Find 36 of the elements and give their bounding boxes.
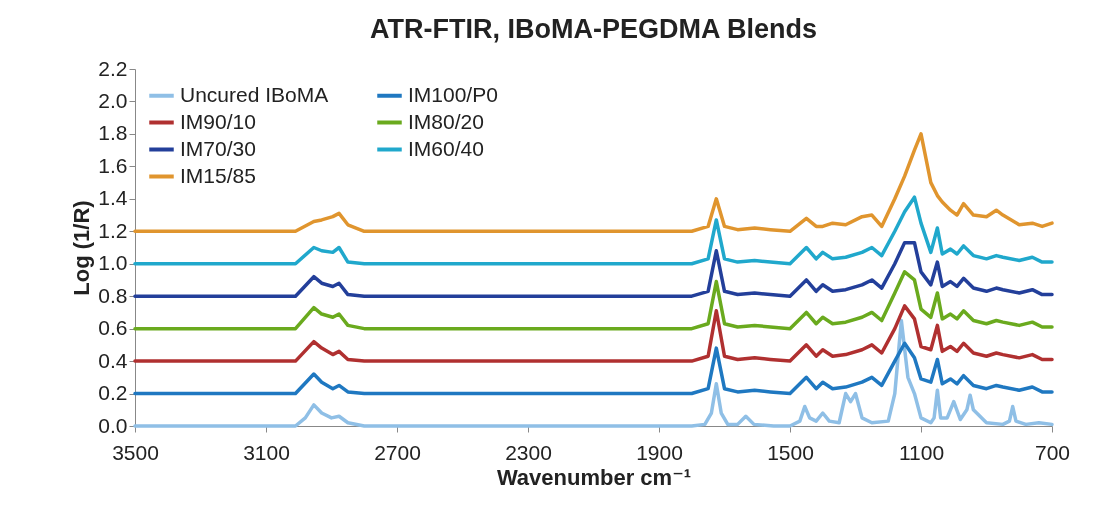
y-axis-title: Log (1/R) (69, 200, 95, 296)
line-series (133, 341, 1054, 396)
legend-label: IM15/85 (180, 163, 256, 187)
x-tick-label: 1500 (767, 440, 814, 464)
line-series (133, 270, 1054, 331)
legend-label: IM100/P0 (408, 82, 498, 106)
y-tick-label: 2.0 (98, 88, 128, 112)
y-tick-label: 0.4 (98, 348, 128, 372)
y-tick-label: 0.8 (98, 283, 128, 307)
x-axis-title: Wavenumber cm⁻¹ (496, 464, 692, 490)
y-tick-label: 1.0 (98, 251, 128, 275)
line-series (133, 195, 1054, 266)
x-tick-label: 3100 (243, 440, 290, 464)
y-tick-label: 0.0 (98, 413, 128, 437)
legend-label: IM90/10 (180, 109, 256, 133)
y-tick-label: 0.6 (98, 316, 128, 340)
x-tick-label: 2700 (374, 440, 421, 464)
y-tick-label: 1.8 (98, 121, 128, 145)
x-tick-label: 700 (1034, 440, 1071, 464)
line-series (133, 132, 1054, 234)
legend-label: IM70/30 (180, 136, 256, 160)
legend-label: IM60/40 (408, 136, 484, 160)
y-tick-label: 1.4 (98, 186, 128, 210)
x-tick-label: 1900 (636, 440, 683, 464)
chart-title: ATR-FTIR, IBoMA-PEGDMA Blends (370, 14, 817, 44)
x-tick-label: 3500 (112, 440, 159, 464)
line-series (133, 240, 1054, 298)
y-tick-label: 0.2 (98, 381, 128, 405)
line-series (133, 304, 1054, 363)
x-tick-label: 2300 (505, 440, 552, 464)
x-tick-label: 1100 (898, 440, 945, 464)
legend-label: IM80/20 (408, 109, 484, 133)
legend-label: Uncured IBoMA (180, 82, 329, 106)
y-tick-label: 1.2 (98, 218, 128, 242)
y-tick-label: 1.6 (98, 153, 128, 177)
y-tick-label: 2.2 (98, 56, 128, 80)
